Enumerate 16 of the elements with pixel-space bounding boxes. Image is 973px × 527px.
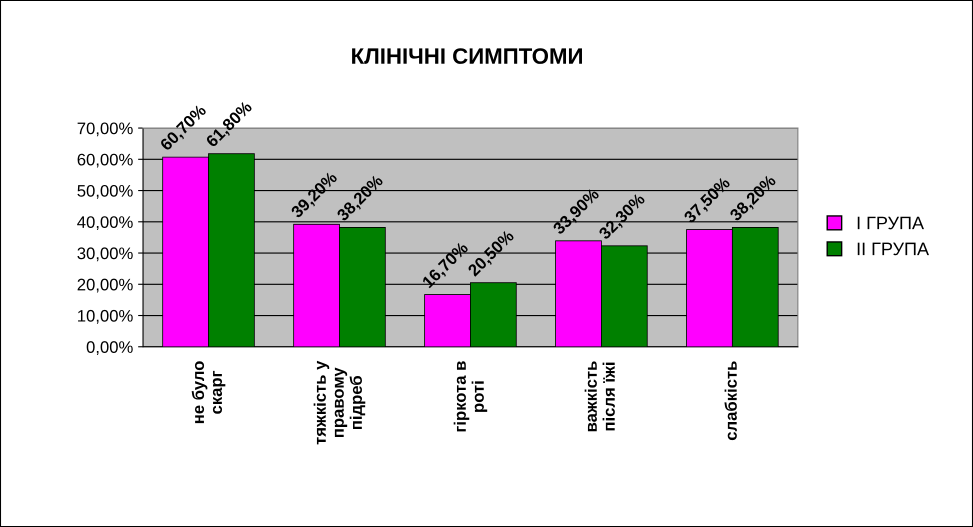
x-tick-label: важкість після їжі <box>584 361 615 432</box>
y-tick-label: 0,00% <box>86 341 133 355</box>
y-tick-label: 30,00% <box>77 247 133 262</box>
y-tick-label: 40,00% <box>77 216 133 230</box>
x-tick-label: гіркота в роті <box>454 361 488 432</box>
legend-label: I ГРУПА <box>858 216 924 230</box>
x-tick-label: слабкість <box>724 361 737 440</box>
x-tick-label: тяжкість у правому підреб <box>314 360 366 444</box>
legend-label: II ГРУПА <box>858 242 930 256</box>
y-tick-label: 20,00% <box>78 278 133 292</box>
y-tick-label: 60,00% <box>78 154 133 168</box>
y-tick-label: 70,00% <box>78 122 133 136</box>
y-tick-label: 10,00% <box>78 310 133 324</box>
chart-title: КЛІНІЧНІ СИМПТОМИ <box>352 48 582 64</box>
y-tick-label: 50,00% <box>77 184 133 199</box>
x-tick-label: не було скарг <box>192 361 226 424</box>
